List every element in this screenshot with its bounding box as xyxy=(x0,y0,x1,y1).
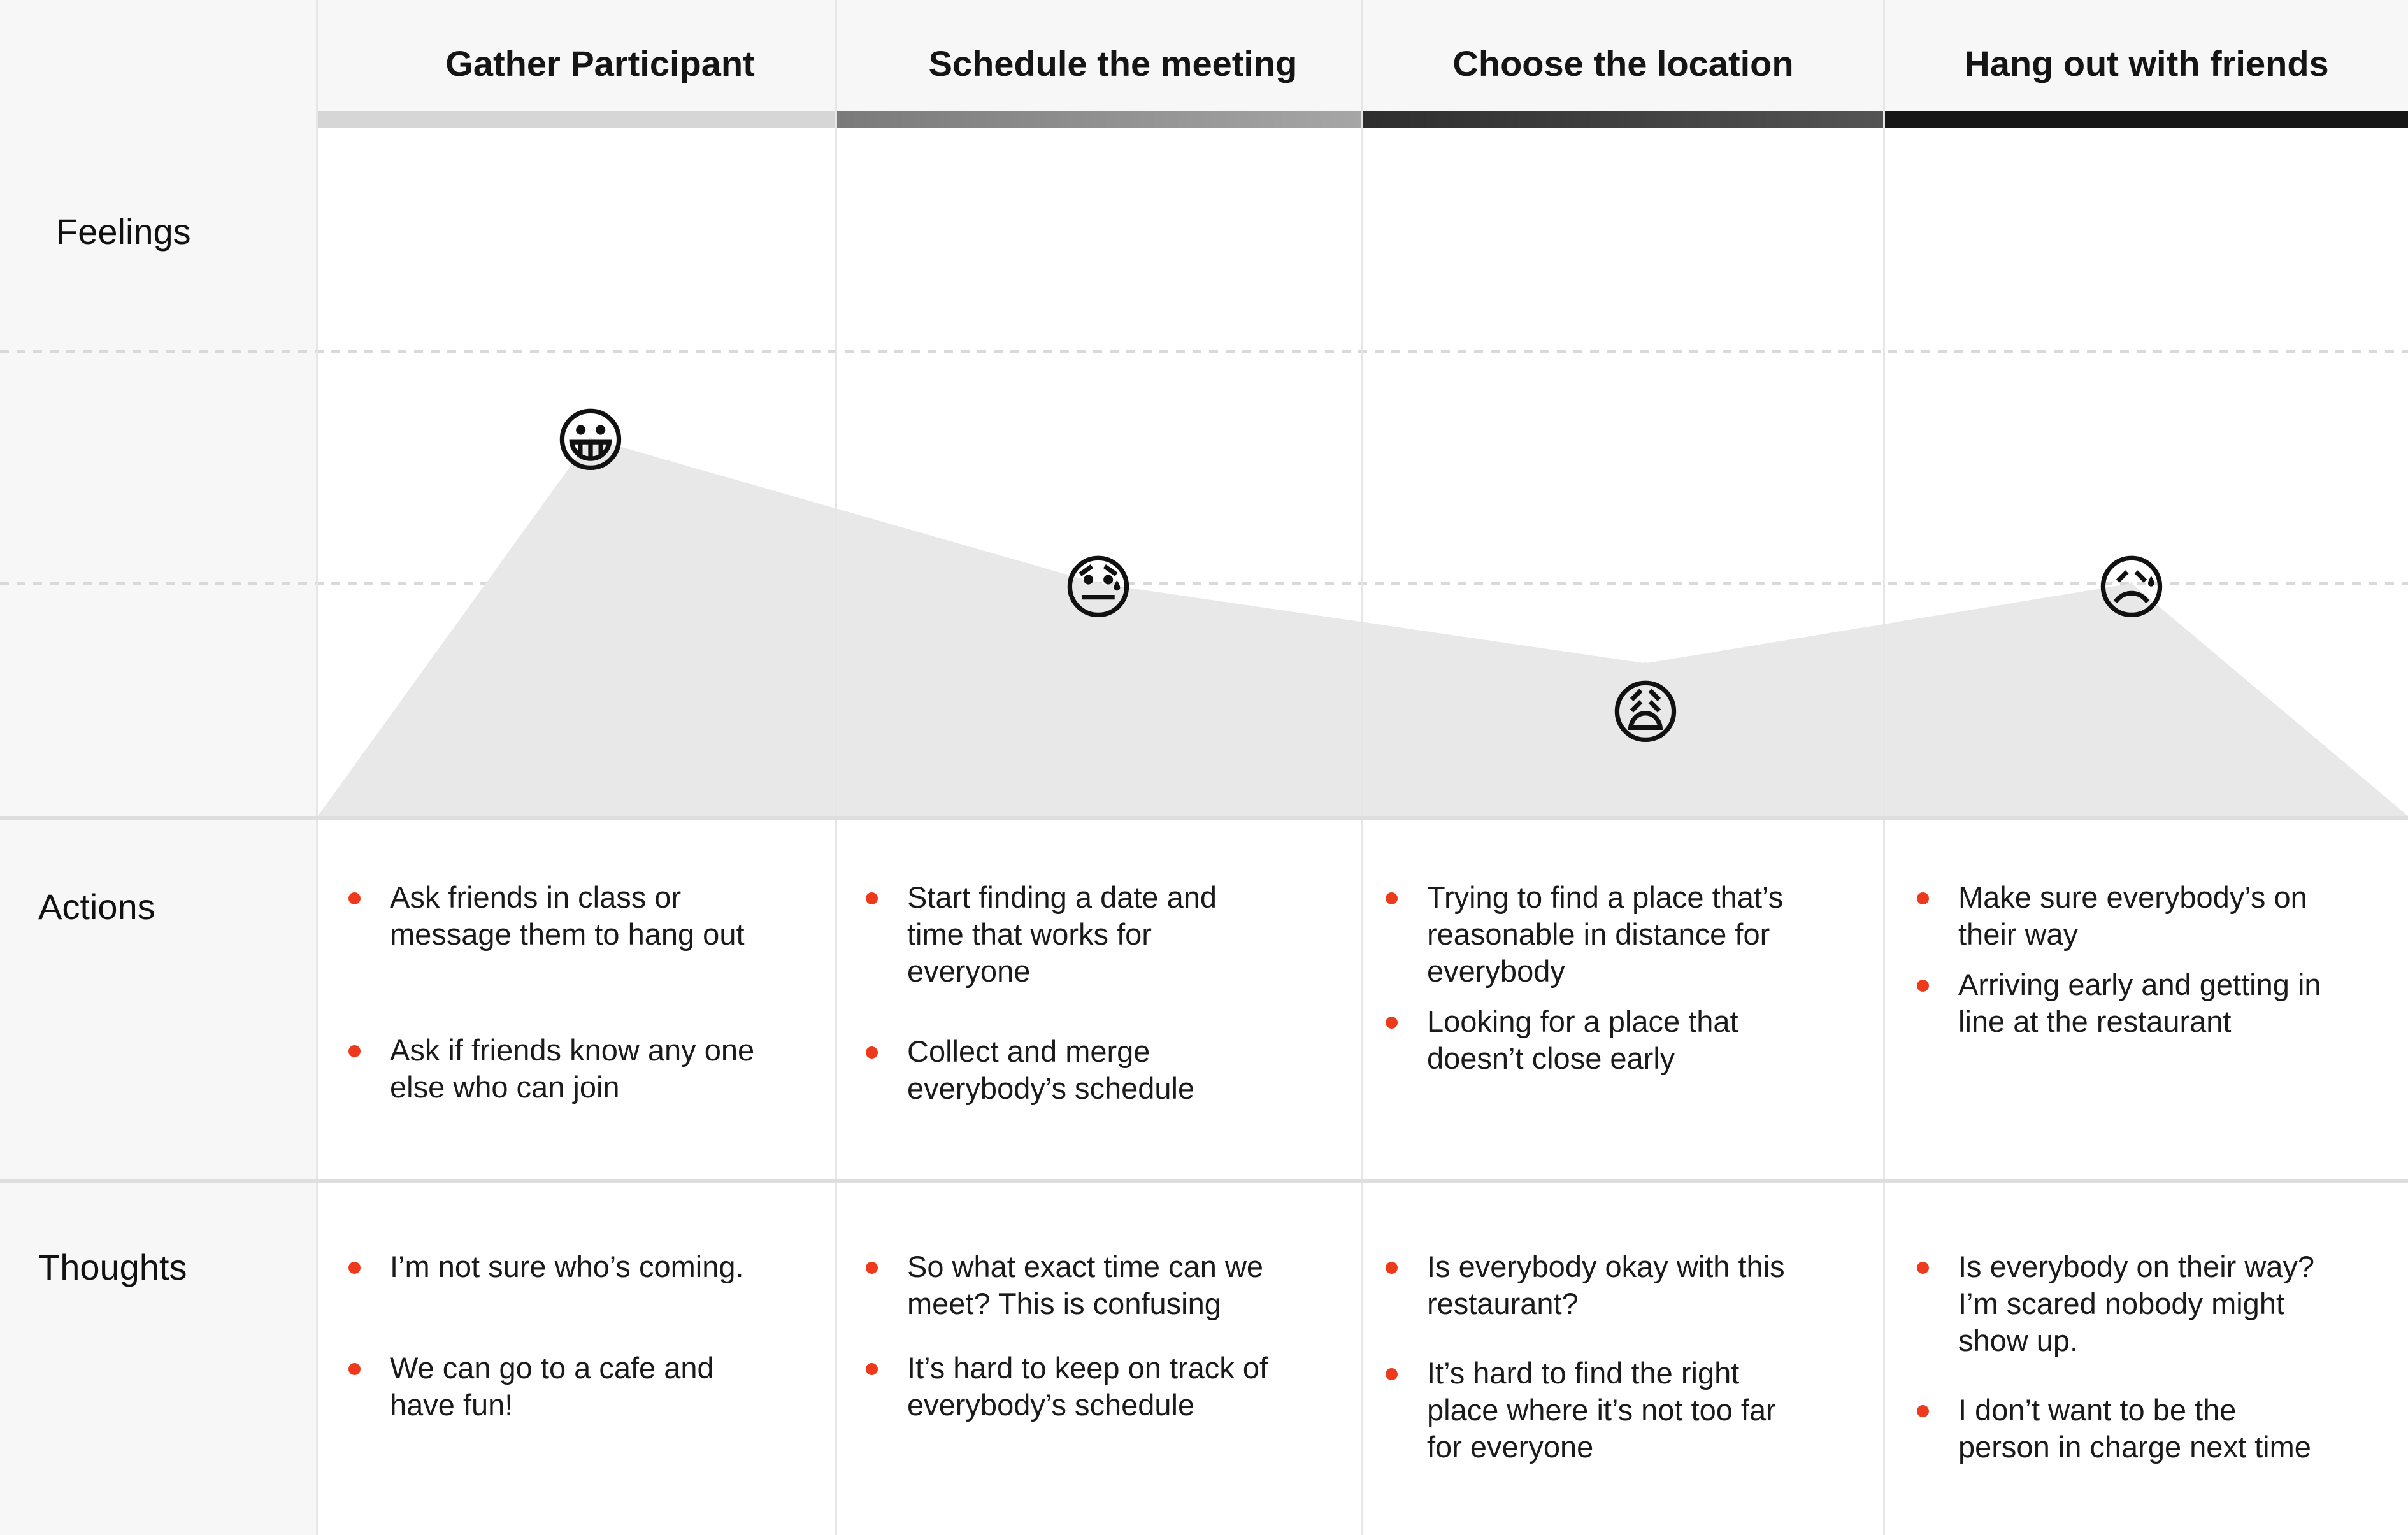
action-item: Ask if friends know any one else who can… xyxy=(348,1032,754,1106)
action-item: Collect and merge everybody’s schedule xyxy=(865,1033,1194,1107)
action-item: Arriving early and getting in line at th… xyxy=(1917,966,2321,1040)
feeling-point xyxy=(589,437,592,439)
row-label-feelings: Feelings xyxy=(56,211,191,252)
action-item: Make sure everybody’s on their way xyxy=(1917,879,2307,953)
stage-panel-3 xyxy=(1363,112,1883,1535)
thought-item: It’s hard to keep on track of everybody’… xyxy=(865,1350,1268,1424)
stage-progress-bar xyxy=(837,111,1361,128)
stage-title-gather-participant: Gather Participant xyxy=(445,43,755,83)
action-item: Looking for a place that doesn’t close e… xyxy=(1386,1003,1738,1077)
column-divider xyxy=(1883,0,1885,1535)
stage-panel-1 xyxy=(318,112,835,1535)
thought-item: So what exact time can we meet? This is … xyxy=(865,1248,1263,1322)
thought-item: Is everybody okay with this restaurant? xyxy=(1386,1248,1785,1322)
column-divider xyxy=(1361,0,1363,1535)
sad-but-relieved-face-icon: 😥 xyxy=(2095,547,2168,629)
action-item: Start finding a date and time that works… xyxy=(865,879,1217,990)
row-divider-actions-thoughts xyxy=(0,1179,2408,1183)
thought-item: I don’t want to be the person in charge … xyxy=(1917,1392,2311,1466)
weary-face-icon: 😩 xyxy=(1609,672,1682,753)
feeling-point xyxy=(1097,582,1100,585)
stage-progress-bar xyxy=(1885,111,2408,128)
downcast-face-with-sweat-icon: 😓 xyxy=(1061,547,1135,629)
row-divider-feelings-actions xyxy=(0,816,2408,820)
thought-item: It’s hard to find the right place where … xyxy=(1386,1355,1776,1466)
row-label-actions: Actions xyxy=(38,887,155,927)
thought-item: We can go to a cafe and have fun! xyxy=(348,1350,714,1424)
column-divider xyxy=(316,0,318,1535)
feeling-point xyxy=(1644,662,1647,665)
thought-item: Is everybody on their way? I’m scared no… xyxy=(1916,1248,2314,1359)
stage-title-schedule-meeting: Schedule the meeting xyxy=(928,43,1298,83)
feeling-point xyxy=(2130,582,2133,585)
thought-item: I’m not sure who’s coming. xyxy=(348,1248,744,1285)
action-item: Trying to find a place that’s reasonable… xyxy=(1385,879,1783,990)
stage-panel-4 xyxy=(1885,112,2408,1535)
grinning-face-icon: 😀 xyxy=(554,400,627,482)
action-item: Ask friends in class or message them to … xyxy=(348,879,745,953)
stage-title-choose-location: Choose the location xyxy=(1452,43,1794,83)
row-label-thoughts: Thoughts xyxy=(38,1247,187,1287)
row-label-column xyxy=(0,0,316,1535)
stage-progress-bar xyxy=(1363,111,1883,128)
column-divider xyxy=(835,0,837,1535)
stage-progress-bar xyxy=(318,111,835,128)
stage-panel-2 xyxy=(837,112,1361,1535)
stage-title-hang-out: Hang out with friends xyxy=(1964,43,2329,83)
